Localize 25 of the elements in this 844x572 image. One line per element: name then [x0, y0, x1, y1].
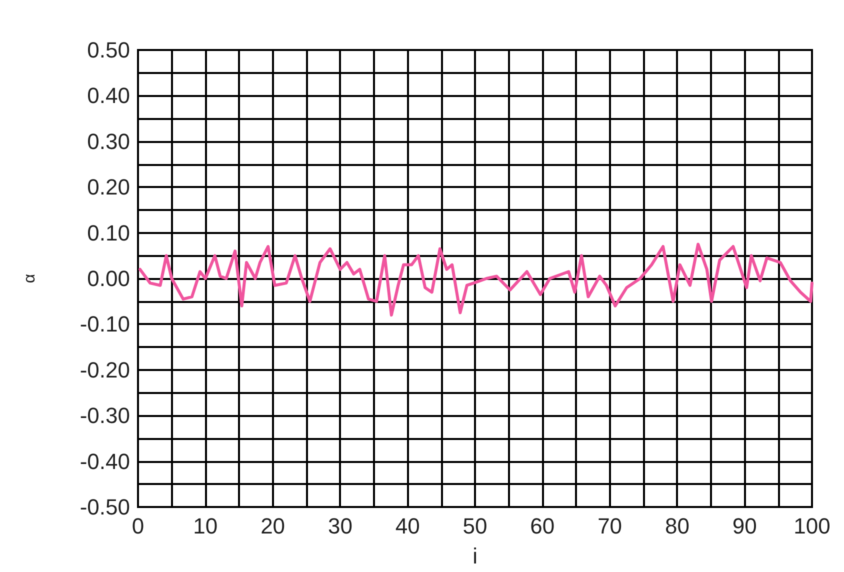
x-tick-label: 40 — [395, 514, 420, 538]
y-tick-label: -0.30 — [80, 403, 130, 428]
x-tick-label: 100 — [794, 514, 830, 538]
y-tick-label: 0.20 — [87, 174, 130, 200]
x-tick-label: 50 — [462, 514, 488, 538]
x-tick-label: 20 — [260, 514, 286, 538]
x-tick-label: 60 — [530, 514, 555, 538]
x-tick-label: 0 — [132, 514, 144, 538]
x-axis-title: i — [472, 544, 478, 568]
y-tick-label: -0.50 — [80, 494, 130, 520]
y-tick-label: 0.50 — [87, 38, 130, 62]
x-tick-label: 70 — [598, 514, 622, 538]
y-tick-label: -0.40 — [80, 448, 130, 474]
y-tick-label: 0.40 — [87, 83, 130, 108]
x-tick-label: 90 — [732, 514, 757, 538]
x-tick-label: 10 — [193, 514, 218, 538]
y-tick-label: 0.00 — [87, 266, 130, 291]
x-tick-label: 30 — [328, 514, 352, 538]
y-tick-label: 0.10 — [87, 220, 130, 246]
y-tick-label: -0.10 — [80, 312, 130, 337]
y-tick-label: -0.20 — [80, 357, 130, 382]
y-tick-label: 0.30 — [87, 128, 130, 154]
y-axis-title: α — [22, 274, 38, 284]
x-tick-label: 80 — [664, 514, 690, 538]
line-series — [138, 242, 814, 317]
